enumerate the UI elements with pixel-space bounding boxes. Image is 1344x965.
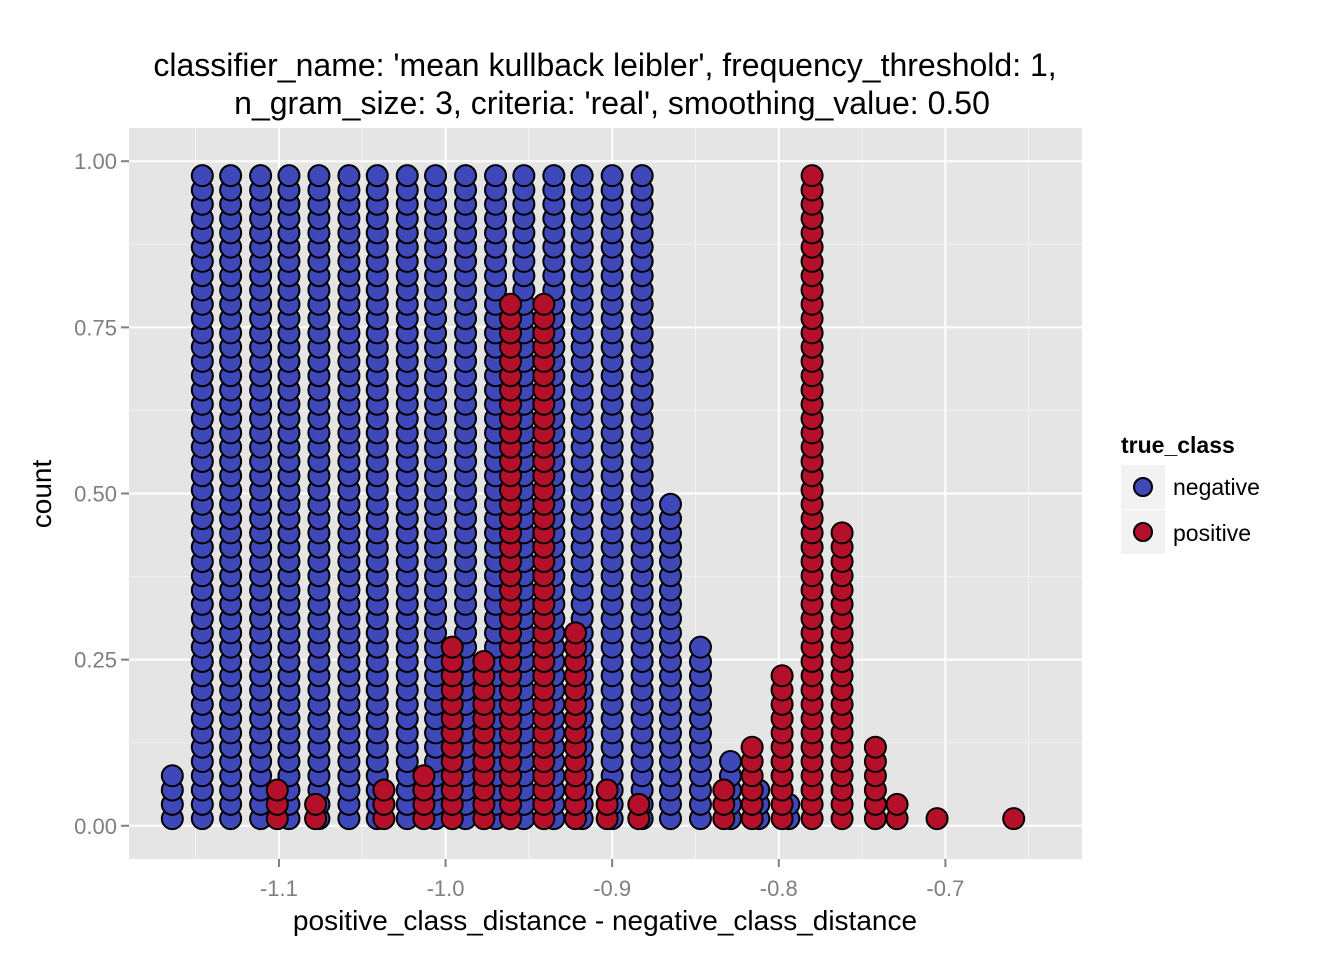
legend-dot-positive [1133, 522, 1153, 542]
y-tick-label: 0.75 [74, 315, 117, 340]
x-tick-label: -1.0 [427, 876, 465, 901]
dot-positive [472, 649, 496, 673]
dot-negative [658, 492, 682, 516]
dot-positive [304, 792, 328, 816]
chart-title-line-2: n_gram_size: 3, criteria: 'real', smooth… [234, 85, 990, 121]
dot-negative [630, 164, 654, 188]
dot-negative [688, 635, 712, 659]
dot-negative [570, 164, 594, 188]
dot-negative [718, 749, 742, 773]
dot-positive [712, 778, 736, 802]
y-tick-label: 0.25 [74, 648, 117, 673]
legend-dot-negative [1133, 477, 1153, 497]
dot-negative [249, 164, 273, 188]
dot-positive [740, 735, 764, 759]
legend-title: true_class [1121, 432, 1235, 458]
y-axis: 0.00 0.25 0.50 0.75 1.00 [74, 149, 129, 839]
dot-negative [219, 164, 243, 188]
x-tick-label: -0.9 [593, 876, 631, 901]
dots-layer [160, 164, 1026, 831]
dot-negative [512, 164, 536, 188]
dot-negative [277, 164, 301, 188]
y-axis-label: count [26, 460, 57, 529]
dot-positive [440, 635, 464, 659]
dot-positive [863, 735, 887, 759]
chart-title-line-1: classifier_name: 'mean kullback leibler'… [153, 47, 1056, 83]
dot-negative [365, 164, 389, 188]
dot-positive [372, 778, 396, 802]
dot-negative [337, 164, 361, 188]
dot-negative [484, 164, 508, 188]
x-axis-label: positive_class_distance - negative_class… [293, 905, 917, 936]
x-tick-label: -1.1 [260, 876, 298, 901]
dot-negative [600, 164, 624, 188]
dot-negative [190, 164, 214, 188]
dot-positive [800, 164, 824, 188]
dot-negative [424, 164, 448, 188]
dot-negative [160, 764, 184, 788]
x-tick-label: -0.8 [760, 876, 798, 901]
y-tick-label: 0.00 [74, 814, 117, 839]
dot-positive [564, 621, 588, 645]
legend: true_class negative positive [1121, 432, 1260, 554]
dot-negative [454, 164, 478, 188]
dot-positive [1002, 807, 1026, 831]
dot-positive [595, 778, 619, 802]
dot-positive [885, 792, 909, 816]
x-axis: -1.1 -1.0 -0.9 -0.8 -0.7 [260, 859, 964, 901]
dot-negative [395, 164, 419, 188]
y-tick-label: 0.50 [74, 482, 117, 507]
legend-label-negative: negative [1173, 474, 1260, 500]
dot-positive [412, 764, 436, 788]
dot-positive [499, 292, 523, 316]
dot-negative [542, 164, 566, 188]
dot-positive [627, 792, 651, 816]
dot-positive [265, 778, 289, 802]
dot-positive [830, 521, 854, 545]
x-tick-label: -0.7 [926, 876, 964, 901]
dot-positive [925, 807, 949, 831]
y-tick-label: 1.00 [74, 149, 117, 174]
dot-positive [770, 664, 794, 688]
dot-positive [532, 292, 556, 316]
dot-negative [307, 164, 331, 188]
legend-label-positive: positive [1173, 520, 1251, 546]
